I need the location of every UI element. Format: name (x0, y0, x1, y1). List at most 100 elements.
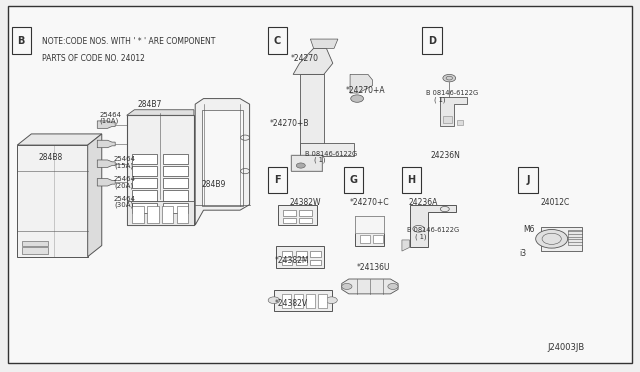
Text: *24136U: *24136U (356, 263, 390, 272)
Bar (568, 230, 582, 245)
Text: 25464: 25464 (114, 176, 136, 182)
Bar (355, 216, 384, 246)
Bar (268, 167, 287, 193)
Text: 284B8: 284B8 (38, 153, 63, 161)
Bar (296, 251, 307, 257)
Bar (291, 155, 322, 171)
Text: 25464: 25464 (114, 156, 136, 162)
Bar (310, 260, 321, 265)
Polygon shape (88, 134, 102, 257)
Bar (299, 218, 312, 223)
Bar (360, 235, 370, 243)
Text: ( 1): ( 1) (314, 157, 325, 163)
Bar (132, 166, 157, 176)
Polygon shape (410, 205, 456, 247)
Text: (20A): (20A) (114, 182, 133, 189)
Bar (22, 247, 48, 254)
Bar (422, 27, 442, 54)
Polygon shape (402, 240, 410, 251)
Text: (15A): (15A) (114, 163, 133, 169)
Bar (163, 178, 188, 188)
Circle shape (296, 163, 305, 168)
Text: ( 1): ( 1) (415, 233, 427, 240)
Bar (282, 251, 292, 257)
Bar (132, 190, 157, 201)
Text: 284B9: 284B9 (202, 180, 226, 189)
Bar (299, 210, 312, 216)
Text: (10A): (10A) (99, 118, 118, 124)
Polygon shape (293, 48, 333, 74)
Bar (291, 155, 322, 171)
Bar (132, 206, 144, 223)
Bar (373, 235, 383, 243)
Bar (132, 203, 157, 213)
Polygon shape (350, 74, 372, 93)
Text: *24270+A: *24270+A (346, 86, 385, 94)
Bar (283, 210, 296, 216)
Polygon shape (342, 279, 398, 294)
Polygon shape (97, 121, 115, 128)
Text: H: H (408, 175, 415, 185)
Polygon shape (195, 99, 250, 225)
Bar (296, 260, 307, 265)
Polygon shape (97, 160, 115, 167)
Bar (457, 120, 463, 125)
Polygon shape (17, 134, 102, 145)
Bar (294, 294, 303, 308)
Text: C: C (273, 36, 281, 45)
Bar (355, 216, 384, 232)
Bar (306, 294, 315, 308)
Bar (127, 115, 194, 225)
Text: J: J (526, 175, 530, 185)
Text: ( 1): ( 1) (434, 96, 445, 103)
Text: D: D (428, 36, 436, 45)
Text: G: G (349, 175, 357, 185)
Text: *24382M: *24382M (275, 256, 310, 265)
Bar (276, 246, 324, 268)
Bar (282, 294, 291, 308)
Text: PARTS OF CODE NO. 24012: PARTS OF CODE NO. 24012 (42, 54, 145, 63)
Text: B 08146-6122G: B 08146-6122G (426, 90, 477, 96)
Text: 284B7: 284B7 (138, 100, 162, 109)
Bar (17, 145, 88, 257)
Text: *24270+B: *24270+B (270, 119, 310, 128)
Bar (344, 167, 363, 193)
Polygon shape (97, 140, 115, 148)
Text: J24003JB: J24003JB (547, 343, 584, 352)
Bar (163, 203, 188, 213)
Circle shape (443, 74, 456, 82)
Bar (541, 227, 582, 251)
Bar (310, 251, 321, 257)
Bar (162, 206, 173, 223)
Text: 24012C: 24012C (541, 198, 570, 207)
Circle shape (388, 283, 398, 289)
Circle shape (268, 297, 280, 304)
Circle shape (351, 95, 364, 102)
Text: 24382W: 24382W (290, 198, 321, 207)
Bar (163, 166, 188, 176)
Text: 25464: 25464 (114, 196, 136, 202)
Bar (282, 260, 292, 265)
Bar (274, 290, 332, 311)
Bar (300, 143, 354, 156)
Text: 24236A: 24236A (408, 198, 438, 207)
Text: i3: i3 (520, 249, 527, 258)
Bar (127, 201, 194, 225)
Text: *24382V: *24382V (275, 299, 308, 308)
Bar (22, 241, 48, 246)
Bar (177, 206, 188, 223)
Bar (132, 178, 157, 188)
Polygon shape (440, 97, 467, 126)
Text: (30A): (30A) (114, 202, 133, 208)
Text: NOTE:CODE NOS. WITH ' * ' ARE COMPONENT: NOTE:CODE NOS. WITH ' * ' ARE COMPONENT (42, 37, 215, 46)
Bar (318, 294, 327, 308)
Bar (132, 154, 157, 164)
Bar (163, 190, 188, 201)
Text: 24236N: 24236N (431, 151, 461, 160)
Text: M6: M6 (524, 225, 535, 234)
Text: 25464: 25464 (99, 112, 121, 118)
Bar (163, 154, 188, 164)
Bar (278, 205, 317, 225)
Polygon shape (127, 110, 194, 115)
Text: B: B (17, 36, 25, 45)
